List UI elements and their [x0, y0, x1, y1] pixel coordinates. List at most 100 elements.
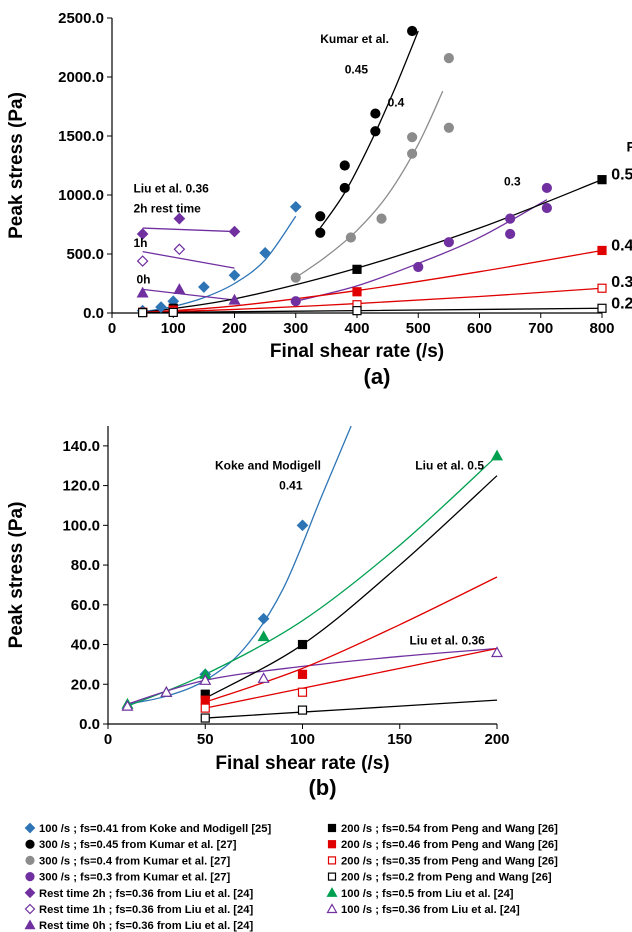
legend-label: Rest time 0h ; fs=0.36 from Liu et al. [… — [39, 920, 253, 932]
y-tick-label: 140.0 — [62, 438, 100, 455]
annotation-label: 0.41 — [279, 479, 303, 493]
legend-marker — [25, 855, 35, 866]
legend-label: 200 /s ; fs=0.2 from Peng and Wang [26] — [341, 872, 552, 884]
trend-line — [295, 90, 444, 279]
data-point — [257, 612, 270, 625]
annotation-label: Liu et al. 0.36 — [133, 182, 209, 196]
trend-line — [142, 227, 235, 233]
legend-label: 300 /s ; fs=0.3 from Kumar et al. [27] — [39, 872, 230, 884]
legend-marker — [25, 871, 35, 882]
data-point — [155, 301, 167, 313]
y-tick-label: 0.0 — [79, 716, 100, 733]
legend-label: 100 /s ; fs=0.41 from Koke and Modigell … — [39, 823, 271, 835]
legend-marker — [24, 919, 36, 930]
y-tick-label: 80.0 — [71, 557, 100, 574]
data-point — [198, 281, 210, 293]
legend-marker — [327, 823, 337, 833]
chart-panel-a: 0 100 200 300 400 500 600 700 800 0.0 500.0 1000.0 1… — [6, 10, 632, 389]
legend-label: Rest time 1h ; fs=0.36 from Liu et al. [… — [39, 904, 253, 916]
trend-line — [142, 288, 235, 301]
annotation-label: 1h — [133, 236, 147, 250]
x-tick-label: 100 — [290, 731, 315, 748]
x-tick-label: 500 — [406, 320, 431, 337]
annotation-label: 0.46 — [611, 237, 632, 254]
data-point — [407, 132, 418, 143]
x-tick-label: 100 — [161, 320, 186, 337]
x-axis-title: Final shear rate (/s) — [270, 341, 444, 362]
data-point — [370, 126, 381, 137]
data-point — [490, 449, 504, 461]
data-point — [443, 122, 454, 133]
trend-line — [127, 647, 498, 705]
trend-line — [205, 647, 498, 709]
data-point — [289, 200, 302, 213]
annotation-label: 0.45 — [345, 62, 369, 76]
data-point — [290, 272, 301, 283]
trend-line — [319, 30, 419, 229]
data-point — [597, 175, 607, 185]
trend-line — [204, 475, 498, 699]
data-point — [259, 246, 271, 259]
legend-label: 300 /s ; fs=0.45 from Kumar et al. [27] — [39, 839, 237, 851]
y-tick-label: 20.0 — [71, 676, 100, 693]
legend-label: 100 /s ; fs=0.36 from Liu et al. [24] — [341, 904, 520, 916]
y-tick-label: 1500.0 — [58, 128, 104, 145]
data-point — [136, 255, 149, 267]
annotation-label: Koke and Modigell — [215, 459, 321, 473]
legend-marker — [326, 903, 338, 914]
legend-label: Rest time 2h ; fs=0.36 from Liu et al. [… — [39, 888, 253, 900]
data-point — [490, 646, 504, 658]
data-point — [352, 264, 362, 274]
data-point — [228, 225, 241, 238]
data-point — [200, 703, 210, 713]
data-point — [376, 213, 387, 224]
y-axis-title: Peak stress (Pa) — [6, 502, 27, 649]
legend-marker — [24, 822, 36, 834]
data-point — [257, 672, 270, 683]
data-point — [297, 639, 308, 650]
chart-panel-b: 0 50 100 150 200 0.0 20.0 40.0 60.0 80.0 100.0 120.… — [6, 426, 510, 800]
data-point — [407, 148, 418, 159]
legend-marker — [24, 887, 36, 899]
trend-line — [142, 307, 603, 314]
panel-label: (a) — [364, 364, 391, 389]
data-point — [290, 296, 301, 307]
annotation-label: 0.4 — [388, 96, 405, 110]
annotation-label: Peng and Wang — [627, 138, 632, 154]
data-point — [168, 307, 178, 318]
y-axis-title: Peak stress (Pa) — [6, 92, 27, 239]
data-point — [199, 674, 212, 685]
data-point — [597, 245, 607, 256]
figure-legend: 100 /s ; fs=0.41 from Koke and Modigell … — [24, 822, 558, 932]
annotation-label: Liu et al. 0.5 — [415, 459, 484, 473]
annotation-label: 0h — [137, 273, 151, 287]
x-axis-title: Final shear rate (/s) — [215, 753, 389, 774]
trend-line — [127, 455, 498, 707]
data-point — [597, 283, 607, 293]
panel-label: (b) — [308, 775, 336, 800]
y-tick-label: 1000.0 — [58, 187, 104, 204]
data-point — [505, 213, 516, 224]
data-point — [228, 293, 241, 305]
annotation-label: 0.3 — [504, 175, 521, 189]
figure-canvas: 0 100 200 300 400 500 600 700 8000.0500.01000.01… — [6, 10, 632, 800]
y-tick-label: 100.0 — [62, 517, 100, 534]
legend-label: 100 /s ; fs=0.5 from Liu et al. [24] — [341, 888, 514, 900]
data-point — [370, 108, 381, 119]
data-point — [228, 269, 241, 282]
x-tick-label: 200 — [222, 320, 247, 337]
trend-line — [142, 251, 235, 269]
data-point — [173, 212, 186, 225]
data-point — [297, 669, 308, 679]
legend-label: 200 /s ; fs=0.35 from Peng and Wang [26] — [341, 855, 558, 867]
x-tick-label: 200 — [484, 731, 509, 748]
legend-label: 200 /s ; fs=0.46 from Peng and Wang [26] — [341, 839, 558, 851]
data-point — [443, 53, 454, 64]
data-point — [136, 286, 149, 298]
data-point — [296, 519, 309, 532]
data-point — [339, 182, 350, 194]
annotation-label: 2h rest time — [133, 202, 201, 216]
legend-marker — [327, 856, 337, 865]
data-point — [160, 685, 173, 697]
data-point — [173, 243, 186, 256]
